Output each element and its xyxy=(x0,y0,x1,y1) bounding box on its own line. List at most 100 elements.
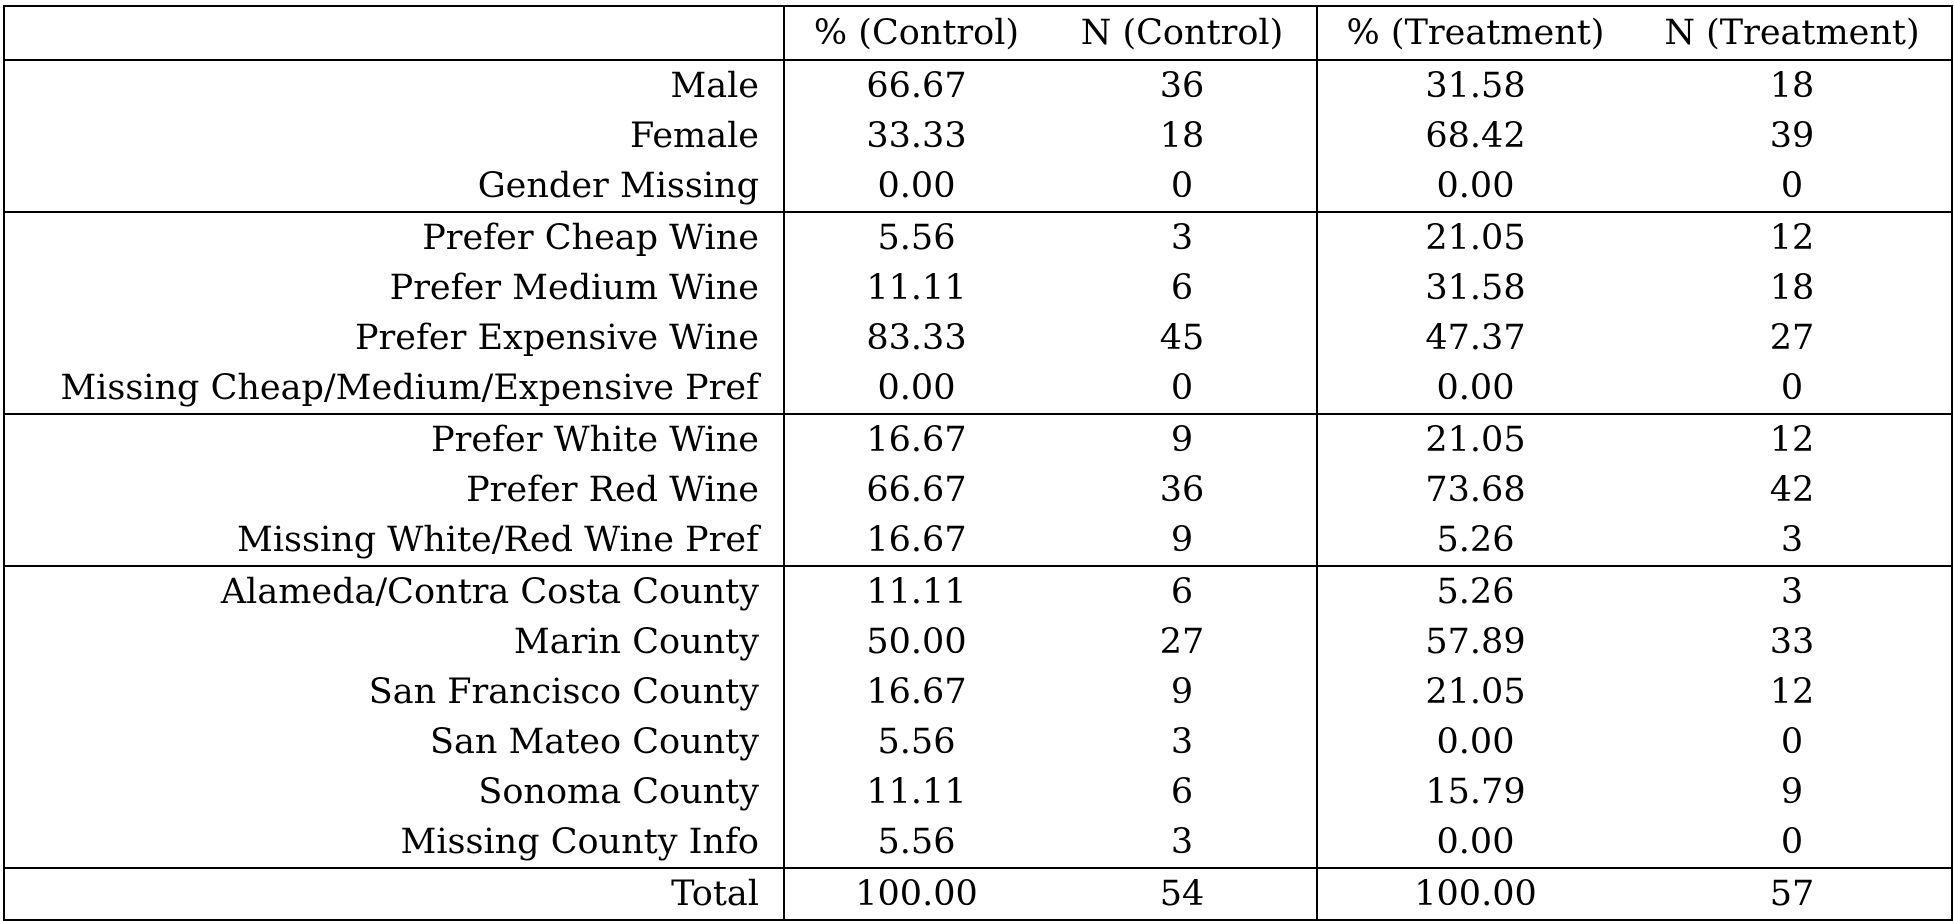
demographics-table: % (Control) N (Control) % (Treatment) N … xyxy=(3,5,1953,921)
cell-pct-treatment: 0.00 xyxy=(1436,166,1515,206)
cell-n-treatment: 3 xyxy=(1633,565,1953,617)
cell-n-control: 0 xyxy=(1048,161,1318,212)
cell-pct-control: 11.11 xyxy=(866,268,967,308)
cell-pct-control: 66.67 xyxy=(866,470,967,510)
cell-n-treatment: 3 xyxy=(1633,515,1953,566)
cell-pct-treatment: 47.37 xyxy=(1425,318,1526,358)
table-row: Prefer Expensive Wine 83.33 45 47.37 27 xyxy=(3,313,1953,363)
table-row: Alameda/Contra Costa County 11.11 6 5.26 3 xyxy=(3,565,1953,617)
cell-n-control: 3 xyxy=(1048,717,1318,767)
cell-n-treatment: 12 xyxy=(1633,667,1953,717)
cell-n-treatment: 27 xyxy=(1633,313,1953,363)
cell-pct-treatment: 0.00 xyxy=(1436,368,1515,408)
row-label: Male xyxy=(3,59,785,111)
row-label: Gender Missing xyxy=(3,161,785,212)
row-label: Female xyxy=(3,111,785,161)
cell-pct-treatment: 100.00 xyxy=(1317,867,1633,921)
cell-pct-control: 16.67 xyxy=(784,413,1048,465)
row-label: Prefer Red Wine xyxy=(3,465,785,515)
row-label: San Mateo County xyxy=(3,717,785,767)
table-row: Missing Cheap/Medium/Expensive Pref 0.00 0… xyxy=(3,363,1953,414)
cell-pct-treatment: 31.58 xyxy=(1317,59,1633,111)
cell-pct-control: 5.56 xyxy=(784,211,1048,263)
cell-n-treatment: 33 xyxy=(1633,617,1953,667)
cell-n-control: 6 xyxy=(1048,263,1318,313)
cell-n-control: 9 xyxy=(1048,667,1318,717)
cell-pct-control: 16.67 xyxy=(866,672,967,712)
cell-pct-treatment: 0.00 xyxy=(1436,722,1515,762)
cell-n-control: 3 xyxy=(1048,211,1318,263)
cell-n-treatment: 18 xyxy=(1633,263,1953,313)
table-row: Sonoma County 11.11 6 15.79 9 xyxy=(3,767,1953,817)
cell-n-control: 0 xyxy=(1048,363,1318,414)
cell-n-treatment: 0 xyxy=(1633,717,1953,767)
row-label: Missing County Info xyxy=(3,817,785,868)
row-label: Missing White/Red Wine Pref xyxy=(3,515,785,566)
table-row: San Mateo County 5.56 3 0.00 0 xyxy=(3,717,1953,767)
table-row: Missing County Info 5.56 3 0.00 0 xyxy=(3,817,1953,868)
cell-pct-control: 83.33 xyxy=(866,318,967,358)
table-row: Prefer White Wine 16.67 9 21.05 12 xyxy=(3,413,1953,465)
header-cell-n-treatment: N (Treatment) xyxy=(1633,5,1953,60)
row-label: Marin County xyxy=(3,617,785,667)
cell-pct-treatment: 68.42 xyxy=(1425,116,1526,156)
cell-pct-control: 66.67 xyxy=(784,59,1048,111)
cell-n-treatment: 18 xyxy=(1633,59,1953,111)
row-label: Prefer Expensive Wine xyxy=(3,313,785,363)
cell-pct-control: 11.11 xyxy=(866,772,967,812)
cell-n-treatment: 0 xyxy=(1633,817,1953,868)
table-row: Gender Missing 0.00 0 0.00 0 xyxy=(3,161,1953,212)
header-cell-n-control: N (Control) xyxy=(1048,5,1318,60)
table-row: Male 66.67 36 31.58 18 xyxy=(3,59,1953,111)
row-label: Sonoma County xyxy=(3,767,785,817)
cell-n-control: 3 xyxy=(1048,817,1318,868)
row-label: Prefer Medium Wine xyxy=(3,263,785,313)
cell-n-control: 27 xyxy=(1048,617,1318,667)
table-row: Marin County 50.00 27 57.89 33 xyxy=(3,617,1953,667)
cell-pct-control: 0.00 xyxy=(877,166,956,206)
header-cell-label xyxy=(3,5,785,60)
cell-n-control: 45 xyxy=(1048,313,1318,363)
cell-pct-treatment: 21.05 xyxy=(1317,413,1633,465)
header-row: % (Control) N (Control) % (Treatment) N … xyxy=(3,5,1953,60)
cell-n-control: 9 xyxy=(1048,515,1318,566)
table-row: San Francisco County 16.67 9 21.05 12 xyxy=(3,667,1953,717)
cell-pct-treatment: 57.89 xyxy=(1425,622,1526,662)
cell-n-control: 6 xyxy=(1048,767,1318,817)
cell-pct-control: 11.11 xyxy=(784,565,1048,617)
cell-pct-control: 5.56 xyxy=(877,722,956,762)
cell-pct-control: 0.00 xyxy=(877,368,956,408)
table-row: Prefer Cheap Wine 5.56 3 21.05 12 xyxy=(3,211,1953,263)
cell-n-control: 36 xyxy=(1048,465,1318,515)
header-cell-pct-control: % (Control) xyxy=(784,5,1048,60)
cell-pct-control: 33.33 xyxy=(866,116,967,156)
cell-n-control: 54 xyxy=(1048,867,1318,921)
table-row: Female 33.33 18 68.42 39 xyxy=(3,111,1953,161)
row-label: Prefer White Wine xyxy=(3,413,785,465)
cell-pct-control: 100.00 xyxy=(784,867,1048,921)
cell-n-treatment: 57 xyxy=(1633,867,1953,921)
cell-pct-treatment: 0.00 xyxy=(1436,822,1515,862)
cell-pct-treatment: 31.58 xyxy=(1425,268,1526,308)
cell-pct-treatment: 21.05 xyxy=(1425,672,1526,712)
table-row: Missing White/Red Wine Pref 16.67 9 5.26 3 xyxy=(3,515,1953,566)
cell-n-treatment: 39 xyxy=(1633,111,1953,161)
cell-n-treatment: 42 xyxy=(1633,465,1953,515)
cell-pct-treatment: 15.79 xyxy=(1425,772,1526,812)
cell-pct-treatment: 73.68 xyxy=(1425,470,1526,510)
row-label: Alameda/Contra Costa County xyxy=(3,565,785,617)
cell-pct-treatment: 21.05 xyxy=(1317,211,1633,263)
table-row: Prefer Red Wine 66.67 36 73.68 42 xyxy=(3,465,1953,515)
table-body: Male 66.67 36 31.58 18 Female 33.33 18 68.42 39 Ge… xyxy=(3,59,1953,921)
row-label: Prefer Cheap Wine xyxy=(3,211,785,263)
cell-n-control: 6 xyxy=(1048,565,1318,617)
cell-pct-treatment: 5.26 xyxy=(1436,520,1515,560)
table-row: Total 100.00 54 100.00 57 xyxy=(3,867,1953,921)
header-cell-pct-treatment: % (Treatment) xyxy=(1317,5,1633,60)
cell-n-treatment: 0 xyxy=(1633,161,1953,212)
row-label: Total xyxy=(3,867,785,921)
cell-pct-control: 50.00 xyxy=(866,622,967,662)
cell-n-control: 9 xyxy=(1048,413,1318,465)
cell-n-treatment: 12 xyxy=(1633,413,1953,465)
